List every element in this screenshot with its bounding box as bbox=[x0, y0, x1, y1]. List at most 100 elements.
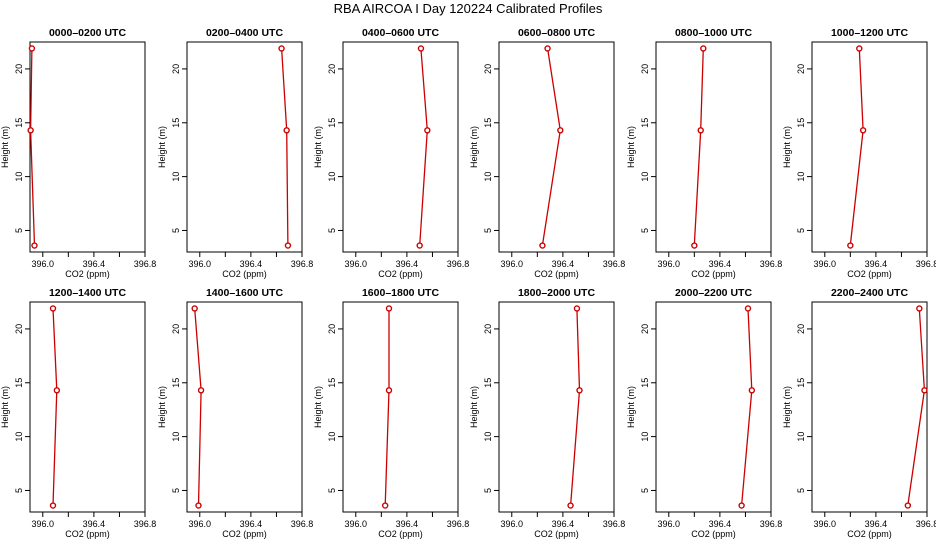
data-point bbox=[700, 45, 707, 52]
plot-frame bbox=[342, 41, 459, 253]
panel-title: 1400–1600 UTC bbox=[206, 287, 283, 299]
x-tick-label: 396.0 bbox=[189, 519, 212, 529]
data-point bbox=[385, 387, 393, 394]
x-tick-label: 396.0 bbox=[345, 259, 368, 269]
y-tick-label: 15 bbox=[171, 118, 181, 128]
y-tick-label: 15 bbox=[483, 378, 493, 388]
y-tick-label: 15 bbox=[483, 118, 493, 128]
x-tick-label: 396.4 bbox=[865, 259, 888, 269]
data-point bbox=[748, 387, 756, 394]
x-tick-label: 396.0 bbox=[32, 519, 55, 529]
x-tick-label: 396.0 bbox=[501, 259, 524, 269]
y-tick-label: 5 bbox=[171, 228, 181, 233]
data-point bbox=[283, 127, 290, 134]
y-axis-label: Height (m) bbox=[469, 386, 479, 428]
data-point bbox=[28, 45, 36, 52]
y-tick-label: 5 bbox=[640, 488, 650, 493]
data-point bbox=[381, 502, 389, 509]
y-tick-label: 20 bbox=[796, 324, 806, 334]
x-tick-label: 396.4 bbox=[240, 259, 263, 269]
x-axis-label: CO2 (ppm) bbox=[222, 269, 267, 279]
panel-title: 1000–1200 UTC bbox=[831, 27, 908, 39]
figure-title: RBA AIRCOA I Day 120224 Calibrated Profi… bbox=[333, 1, 603, 16]
x-tick-label: 396.4 bbox=[83, 259, 106, 269]
panel-title: 0200–0400 UTC bbox=[206, 27, 283, 39]
y-tick-label: 10 bbox=[14, 172, 24, 182]
panel-11: 2000–2200 UTC 396.0 396.4 396.8 5 10 15 20 CO2 (… bbox=[626, 287, 782, 539]
x-tick-label: 396.8 bbox=[447, 259, 470, 269]
x-tick-label: 396.0 bbox=[32, 259, 55, 269]
panel-title: 1800–2000 UTC bbox=[518, 287, 595, 299]
x-axis-label: CO2 (ppm) bbox=[65, 529, 110, 539]
panel-3: 0400–0600 UTC 396.0 396.4 396.8 5 10 15 20 CO2 (… bbox=[313, 27, 469, 279]
y-tick-label: 15 bbox=[14, 118, 24, 128]
profile-line bbox=[693, 48, 704, 246]
y-tick-label: 5 bbox=[327, 228, 337, 233]
panel-8: 1400–1600 UTC 396.0 396.4 396.8 5 10 15 20 CO2 (… bbox=[157, 287, 313, 539]
y-tick-label: 15 bbox=[796, 118, 806, 128]
data-point bbox=[738, 502, 745, 509]
data-point bbox=[195, 502, 202, 509]
panel-12: 2200–2400 UTC 396.0 396.4 396.8 5 10 15 20 CO2 (… bbox=[782, 287, 936, 539]
panel-4: 0600–0800 UTC 396.0 396.4 396.8 5 10 15 20 CO2 (… bbox=[469, 27, 625, 279]
x-tick-label: 396.0 bbox=[814, 519, 837, 529]
x-tick-label: 396.4 bbox=[396, 259, 419, 269]
x-tick-label: 396.4 bbox=[396, 519, 419, 529]
x-tick-label: 396.4 bbox=[552, 519, 575, 529]
y-tick-label: 20 bbox=[171, 64, 181, 74]
x-tick-label: 396.4 bbox=[83, 519, 106, 529]
y-tick-label: 20 bbox=[327, 324, 337, 334]
panel-title: 0600–0800 UTC bbox=[518, 27, 595, 39]
data-point bbox=[416, 242, 423, 249]
y-tick-label: 10 bbox=[327, 172, 337, 182]
data-point bbox=[385, 305, 393, 312]
panel-7: 1200–1400 UTC 396.0 396.4 396.8 5 10 15 20 CO2 (… bbox=[0, 287, 156, 539]
data-point bbox=[573, 305, 581, 312]
data-point bbox=[921, 387, 928, 394]
x-axis-label: CO2 (ppm) bbox=[847, 529, 892, 539]
data-point bbox=[744, 305, 752, 312]
panel-title: 2000–2200 UTC bbox=[675, 287, 752, 299]
x-tick-label: 396.8 bbox=[447, 519, 470, 529]
profile-line bbox=[29, 48, 36, 246]
y-axis-label: Height (m) bbox=[626, 126, 636, 168]
data-point bbox=[856, 45, 863, 52]
panel-title: 0800–1000 UTC bbox=[675, 27, 752, 39]
data-point bbox=[197, 387, 205, 394]
y-tick-label: 15 bbox=[14, 378, 24, 388]
data-point bbox=[904, 502, 912, 509]
y-axis-label: Height (m) bbox=[157, 126, 167, 168]
y-tick-label: 10 bbox=[483, 432, 493, 442]
y-tick-label: 5 bbox=[483, 488, 493, 493]
y-tick-label: 20 bbox=[483, 324, 493, 334]
y-axis-label: Height (m) bbox=[782, 386, 792, 428]
x-tick-label: 396.8 bbox=[916, 519, 936, 529]
data-point bbox=[424, 127, 431, 134]
y-tick-label: 10 bbox=[796, 172, 806, 182]
panel-9: 1600–1800 UTC 396.0 396.4 396.8 5 10 15 20 CO2 (… bbox=[313, 287, 469, 539]
y-tick-label: 20 bbox=[171, 324, 181, 334]
data-point bbox=[31, 242, 38, 249]
y-tick-label: 15 bbox=[640, 118, 650, 128]
panel-2: 0200–0400 UTC 396.0 396.4 396.8 5 10 15 20 CO2 (… bbox=[157, 27, 313, 279]
y-tick-label: 15 bbox=[796, 378, 806, 388]
x-tick-label: 396.0 bbox=[814, 259, 837, 269]
y-tick-label: 10 bbox=[796, 432, 806, 442]
y-tick-label: 5 bbox=[796, 228, 806, 233]
panel-title: 0000–0200 UTC bbox=[49, 27, 126, 39]
data-point bbox=[27, 127, 34, 134]
y-tick-label: 15 bbox=[640, 378, 650, 388]
data-point bbox=[916, 305, 923, 312]
data-point bbox=[691, 242, 698, 249]
y-tick-label: 20 bbox=[14, 64, 24, 74]
data-point bbox=[49, 305, 57, 312]
x-tick-label: 396.8 bbox=[603, 519, 626, 529]
plot-frame bbox=[655, 301, 772, 513]
data-point bbox=[576, 387, 583, 394]
y-tick-label: 5 bbox=[483, 228, 493, 233]
y-tick-label: 20 bbox=[327, 64, 337, 74]
x-tick-label: 396.4 bbox=[240, 519, 263, 529]
y-axis-label: Height (m) bbox=[626, 386, 636, 428]
x-axis-label: CO2 (ppm) bbox=[847, 269, 892, 279]
